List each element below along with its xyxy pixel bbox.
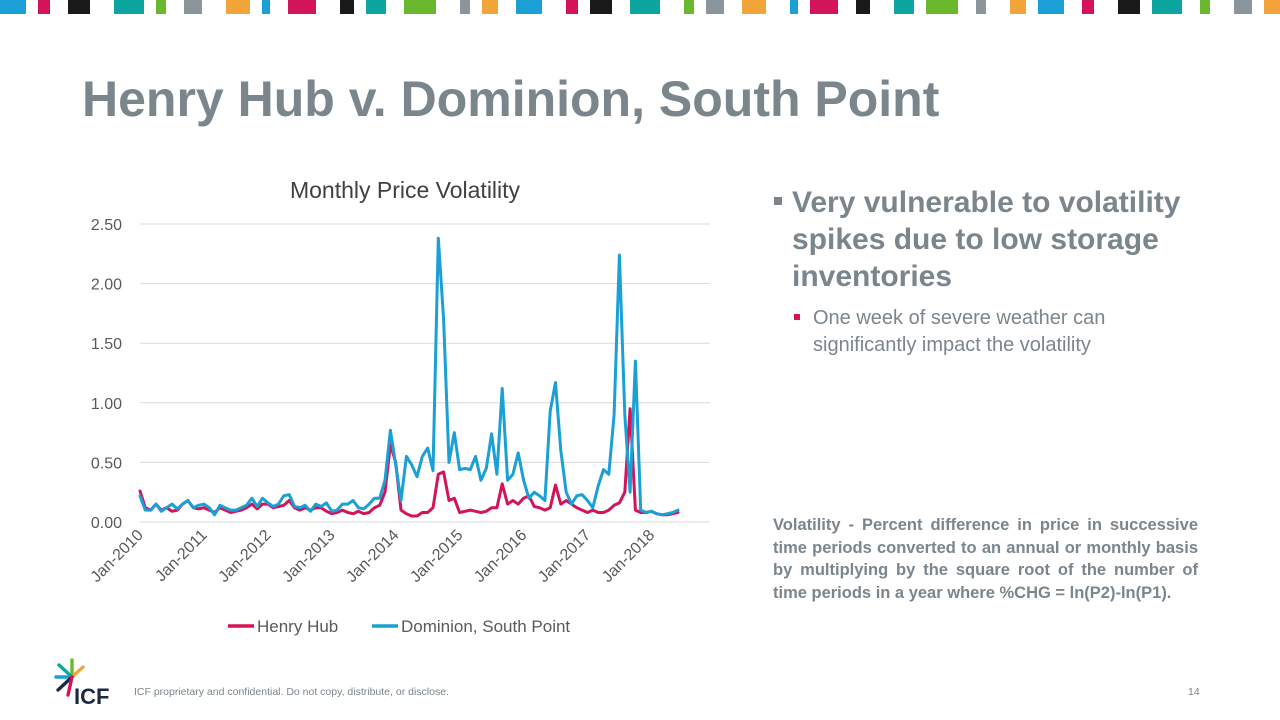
top-bar-segment: [1234, 0, 1252, 14]
x-tick-label: Jan-2014: [343, 527, 402, 586]
top-bar-segment: [684, 0, 694, 14]
x-tick-label: Jan-2011: [152, 527, 210, 585]
top-bar-segment: [926, 0, 958, 14]
top-bar-segment: [184, 0, 202, 14]
y-tick-label: 2.00: [91, 277, 122, 294]
y-tick-label: 1.00: [91, 396, 122, 413]
top-bar-segment: [894, 0, 914, 14]
top-bar-segment: [288, 0, 316, 14]
top-bar-segment: [856, 0, 870, 14]
top-color-bar: [0, 0, 1280, 14]
series-line-henry-hub: [138, 407, 680, 518]
top-bar-segment: [0, 0, 26, 14]
x-tick-label: Jan-2015: [407, 527, 466, 586]
top-bar-segment: [742, 0, 766, 14]
top-bar-segment: [1264, 0, 1280, 14]
top-bar-segment: [1082, 0, 1094, 14]
top-bar-segment: [1118, 0, 1140, 14]
sub-bullet-item: One week of severe weather can significa…: [792, 305, 1212, 359]
y-tick-label: 0.50: [91, 455, 122, 472]
top-bar-segment: [68, 0, 90, 14]
top-bar-segment: [366, 0, 386, 14]
bullet-marker-square-icon: [774, 197, 782, 205]
sub-bullet-text: One week of severe weather can significa…: [813, 307, 1106, 356]
x-tick-label: Jan-2018: [599, 527, 658, 586]
x-tick-label: Jan-2012: [215, 527, 274, 586]
top-bar-segment: [1010, 0, 1026, 14]
top-bar-segment: [38, 0, 50, 14]
chart-gridlines: [140, 223, 710, 523]
sub-bullet-marker-square-icon: [794, 314, 800, 320]
top-bar-segment: [566, 0, 578, 14]
footer-disclaimer: ICF proprietary and confidential. Do not…: [134, 686, 449, 698]
y-tick-label: 2.50: [91, 217, 122, 234]
top-bar-segment: [790, 0, 798, 14]
page-number: 14: [1188, 686, 1200, 698]
y-tick-label: 1.50: [91, 336, 122, 353]
x-tick-label: Jan-2017: [535, 527, 594, 586]
top-bar-segment: [156, 0, 166, 14]
series-line-dominion-south-point: [138, 236, 680, 517]
bullet-list: Very vulnerable to volatility spikes due…: [772, 184, 1212, 359]
chart-series: [138, 236, 680, 518]
top-bar-segment: [460, 0, 470, 14]
top-bar-segment: [340, 0, 354, 14]
top-bar-segment: [1038, 0, 1064, 14]
top-bar-segment: [630, 0, 660, 14]
top-bar-segment: [226, 0, 250, 14]
x-axis-ticks: Jan-2010 Jan-2011 Jan-2012 Jan-2013 Jan-2014…: [88, 527, 659, 586]
icf-logo: ICF: [54, 658, 109, 707]
volatility-definition: Volatility - Percent difference in price…: [773, 516, 1198, 602]
top-bar-segment: [810, 0, 838, 14]
legend-label: Dominion, South Point: [401, 617, 570, 636]
y-axis-ticks: 0.00 0.50 1.00 1.50 2.00 2.50: [91, 217, 122, 532]
bullet-text: Very vulnerable to volatility spikes due…: [792, 186, 1181, 293]
bullet-item: Very vulnerable to volatility spikes due…: [772, 184, 1212, 295]
slide-title: Henry Hub v. Dominion, South Point: [82, 71, 940, 127]
top-bar-segment: [706, 0, 724, 14]
y-tick-label: 0.00: [91, 515, 122, 532]
top-bar-segment: [404, 0, 436, 14]
chart-legend: Henry Hub Dominion, South Point: [228, 617, 570, 636]
top-bar-segment: [262, 0, 270, 14]
logo-burst-icon: [54, 658, 85, 697]
chart-title: Monthly Price Volatility: [290, 177, 521, 203]
legend-label: Henry Hub: [257, 617, 338, 636]
logo-text: ICF: [74, 684, 109, 707]
top-bar-segment: [114, 0, 144, 14]
top-bar-segment: [590, 0, 612, 14]
top-bar-segment: [1200, 0, 1210, 14]
top-bar-segment: [1152, 0, 1182, 14]
x-tick-label: Jan-2010: [88, 527, 147, 586]
top-bar-segment: [516, 0, 542, 14]
x-tick-label: Jan-2016: [471, 527, 530, 586]
top-bar-segment: [482, 0, 498, 14]
top-bar-segment: [976, 0, 986, 14]
x-tick-label: Jan-2013: [279, 527, 338, 586]
